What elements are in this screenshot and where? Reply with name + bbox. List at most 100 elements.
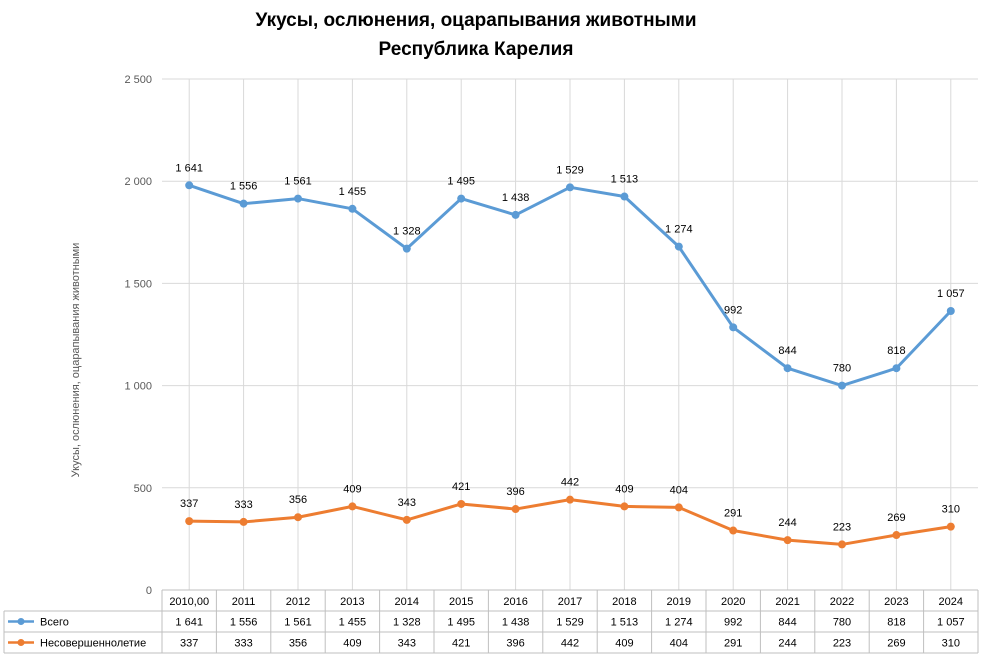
x-tick-label: 2017 [558,596,582,608]
table-cell: 1 057 [937,617,965,629]
chart-title-line1: Укусы, ослюнения, оцарапывания животными [255,10,697,31]
x-tick-label: 2012 [286,596,310,608]
data-label: 1 641 [175,162,203,174]
x-tick-label: 2019 [667,596,691,608]
table-cell: 1 455 [339,617,367,629]
table-cell: 1 495 [447,617,475,629]
table-cell: 1 556 [230,617,258,629]
data-label: 442 [561,477,579,489]
y-tick-label: 1 000 [124,381,152,393]
data-point [185,181,194,190]
x-tick-label: 2022 [830,596,854,608]
table-cell: 356 [289,638,307,650]
data-point [674,242,683,251]
data-point [457,194,466,203]
y-tick-label: 500 [134,483,152,495]
data-point [729,526,738,535]
data-point [946,522,955,531]
data-label: 992 [724,304,742,316]
table-cell: 343 [398,638,416,650]
table-cell: 409 [615,638,633,650]
data-point [511,505,520,514]
data-point [457,499,466,508]
data-label: 1 561 [284,176,312,188]
data-point [620,502,629,511]
data-label: 1 529 [556,164,584,176]
chart-title: Укусы, ослюнения, оцарапывания животными… [0,6,952,64]
data-label: 291 [724,508,742,520]
data-point [892,364,901,373]
legend-label: Всего [40,617,69,629]
table-cell: 291 [724,638,742,650]
chart-subtitle: Республика Карелия [378,39,574,60]
table-cell: 1 529 [556,617,584,629]
data-point [620,192,629,201]
data-label: 409 [343,483,361,495]
y-axis-label: Укусы, ослюнения, оцарапывания животными [70,243,82,478]
y-tick-label: 1 500 [124,278,152,290]
x-tick-label: 2021 [775,596,799,608]
data-label: 780 [833,363,851,375]
data-label: 223 [833,521,851,533]
data-point [239,199,248,208]
table-cell: 1 328 [393,617,421,629]
data-point [402,515,411,524]
table-cell: 1 274 [665,617,693,629]
data-label: 1 495 [447,176,475,188]
data-point [185,517,194,526]
data-label: 310 [942,504,960,516]
data-label: 421 [452,481,470,493]
data-point [348,502,357,511]
data-label: 396 [506,486,524,498]
table-cell: 269 [887,638,905,650]
table-cell: 1 438 [502,617,530,629]
data-point [294,194,302,203]
table-cell: 1 513 [611,617,639,629]
table-cell: 818 [887,617,905,629]
y-tick-label: 2 000 [124,176,152,188]
table-cell: 404 [670,638,688,650]
table-cell: 333 [234,638,252,650]
data-label: 1 057 [937,288,965,300]
y-tick-label: 2 500 [124,74,152,86]
data-point [674,503,683,512]
table-cell: 409 [343,638,361,650]
table-cell: 396 [506,638,524,650]
data-label: 333 [234,499,252,511]
legend-marker [17,618,25,625]
data-point [729,323,738,332]
y-tick-label: 0 [146,585,152,597]
data-label: 1 455 [339,186,367,198]
data-point [402,244,411,253]
x-tick-label: 2024 [939,596,963,608]
data-point [348,204,357,213]
data-label: 844 [778,345,796,357]
table-cell: 780 [833,617,851,629]
table-cell: 442 [561,638,579,650]
data-label: 818 [887,345,905,357]
x-tick-label: 2023 [884,596,908,608]
legend-label: Несовершеннолетие [40,638,146,650]
data-point [838,381,846,390]
table-cell: 1 641 [175,617,203,629]
data-label: 269 [887,512,905,524]
x-tick-label: 2013 [340,596,364,608]
data-label: 1 274 [665,224,693,236]
data-point [511,210,520,219]
x-tick-label: 2011 [232,596,256,608]
data-point [239,517,248,526]
x-tick-label: 2018 [612,596,636,608]
data-label: 404 [670,484,688,496]
table-cell: 244 [778,638,796,650]
data-label: 1 328 [393,226,421,238]
x-tick-label: 2020 [721,596,745,608]
data-label: 1 438 [502,192,530,204]
data-label: 1 513 [611,174,639,186]
data-label: 337 [180,498,198,510]
data-label: 244 [778,517,796,529]
data-point [566,183,574,192]
x-tick-label: 2016 [503,596,527,608]
legend-marker [17,639,25,646]
data-point [946,306,955,315]
x-tick-label: 2015 [449,596,473,608]
